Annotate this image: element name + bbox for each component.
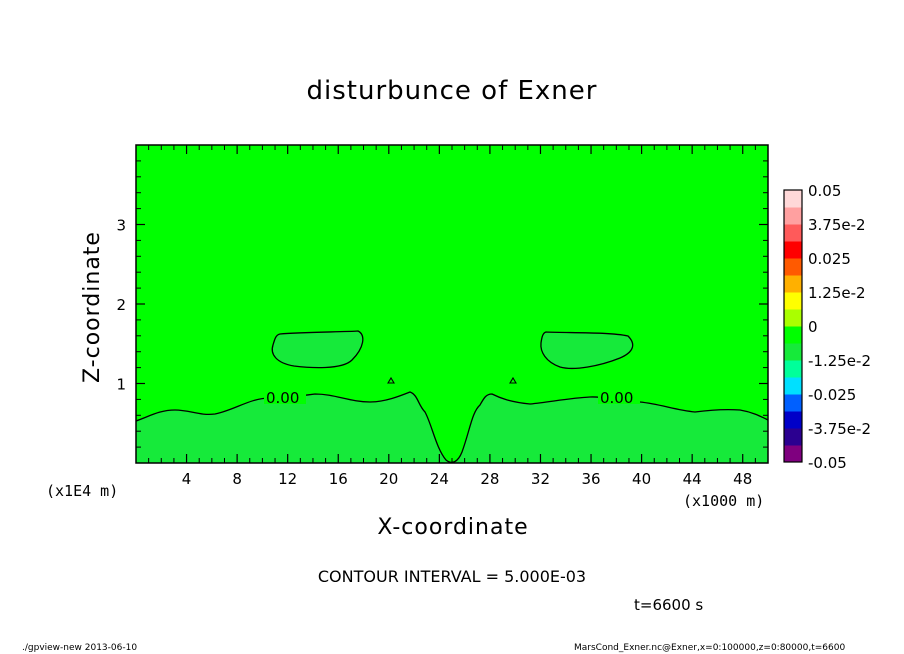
colorbar: 0.05 3.75e-2 0.025 1.25e-2 0 -1.25e-2 -0.025 -3…	[783, 182, 871, 472]
colorbar-frame	[783, 189, 803, 463]
colorbar-label: 0	[808, 318, 818, 336]
x-axis-label: X-coordinate	[377, 515, 529, 540]
x-tick-label: 40	[632, 470, 651, 488]
colorbar-segment	[784, 224, 802, 242]
contour-label-left: 0.00	[266, 389, 299, 407]
contour-blob-right	[540, 331, 634, 370]
y-tick-label: 1	[116, 376, 126, 394]
colorbar-segment	[784, 428, 802, 446]
contour-dot-left	[387, 376, 395, 384]
x-tick-label: 32	[531, 470, 550, 488]
colorbar-segment	[784, 377, 802, 395]
x-tick-label: 4	[182, 470, 192, 488]
colorbar-label: -0.025	[808, 386, 856, 404]
x-tick-label: 36	[581, 470, 600, 488]
colorbar-label: 1.25e-2	[808, 284, 866, 302]
x-tick-label: 28	[480, 470, 499, 488]
x-tick-label: 24	[430, 470, 449, 488]
x-tick-label: 44	[683, 470, 702, 488]
colorbar-segment	[784, 360, 802, 378]
contour-label-bg-left	[264, 388, 306, 404]
colorbar-label: 0.025	[808, 250, 851, 268]
contour-label-bg-right	[598, 388, 640, 404]
colorbar-segment	[784, 445, 802, 463]
y-axis-label: Z-coordinate	[80, 231, 105, 383]
colorbar-label: 0.05	[808, 182, 841, 200]
footer-left: ./gpview-new 2013-06-10	[22, 643, 138, 653]
y-axis-ticks: 1 2 3	[116, 160, 768, 448]
colorbar-label: -1.25e-2	[808, 352, 871, 370]
colorbar-segment	[784, 258, 802, 276]
x-tick-label: 12	[278, 470, 297, 488]
colorbar-segment	[784, 292, 802, 310]
time-label: t=6600 s	[634, 596, 704, 614]
plot-fill-lower	[136, 392, 768, 463]
footer-right: MarsCond_Exner.nc@Exner,x=0:100000,z=0:8…	[574, 643, 846, 653]
colorbar-segment	[784, 411, 802, 429]
colorbar-segment	[784, 394, 802, 412]
x-tick-label: 48	[733, 470, 752, 488]
contour-blob-left	[271, 330, 364, 369]
contour-label-right: 0.00	[600, 389, 633, 407]
colorbar-segment	[784, 275, 802, 293]
contour-dot-right	[509, 376, 517, 384]
colorbar-label: -3.75e-2	[808, 420, 871, 438]
colorbar-label: 3.75e-2	[808, 216, 866, 234]
chart-title: disturbunce of Exner	[306, 76, 598, 106]
colorbar-label: -0.05	[808, 454, 847, 472]
colorbar-segment	[784, 326, 802, 344]
y-unit-note: (x1E4 m)	[46, 482, 119, 500]
colorbar-segment	[784, 343, 802, 361]
x-tick-label: 16	[329, 470, 348, 488]
x-tick-label: 20	[379, 470, 398, 488]
x-axis-ticks: 4 8 12 16 20 24 28 32 36 40 44 48	[148, 145, 756, 488]
y-tick-label: 3	[116, 217, 126, 235]
x-tick-label: 8	[232, 470, 242, 488]
x-unit-note: (x1000 m)	[683, 492, 765, 510]
contour-interval-text: CONTOUR INTERVAL = 5.000E-03	[317, 567, 587, 586]
colorbar-segment	[784, 207, 802, 225]
colorbar-segment	[784, 309, 802, 327]
colorbar-segment	[784, 190, 802, 208]
colorbar-segment	[784, 241, 802, 259]
y-tick-label: 2	[116, 296, 126, 314]
